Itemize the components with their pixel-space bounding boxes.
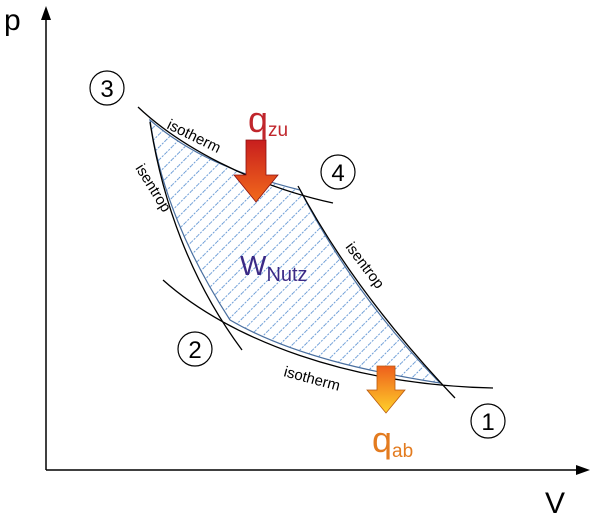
process-curves [137,106,494,399]
state-1: 1 [470,403,506,439]
isentrop-left-curve [149,121,243,351]
heat-in-subscript: zu [268,120,288,141]
state-4-label: 4 [331,160,344,187]
heat-in-arrow-icon [233,139,279,203]
heat-out-label: qab [372,419,413,462]
state-4: 4 [320,154,356,190]
isotherm-bottom-curve [162,279,494,389]
heat-out-symbol: q [372,419,392,460]
axes: p V [4,4,590,520]
isentrop-right-curve [297,185,456,399]
state-2-label: 2 [188,337,201,364]
x-axis-label: V [545,487,565,520]
x-axis-arrowhead [576,465,590,475]
work-label: WNutz [240,250,308,286]
heat-in-label: qzu [248,99,288,141]
work-subscript: Nutz [266,264,307,286]
state-2: 2 [177,331,213,367]
isotherm-bottom-label: isotherm [282,363,342,394]
state-3-label: 3 [100,76,113,103]
state-3: 3 [89,70,125,106]
work-symbol: W [240,250,267,281]
y-axis-arrowhead [41,6,51,20]
y-axis-label: p [4,4,21,37]
state-markers: 3 4 2 1 [89,70,506,439]
heat-out-arrow-icon [366,365,406,414]
heat-in-symbol: q [248,99,268,140]
state-1-label: 1 [481,409,494,436]
heat-out-subscript: ab [392,441,413,462]
